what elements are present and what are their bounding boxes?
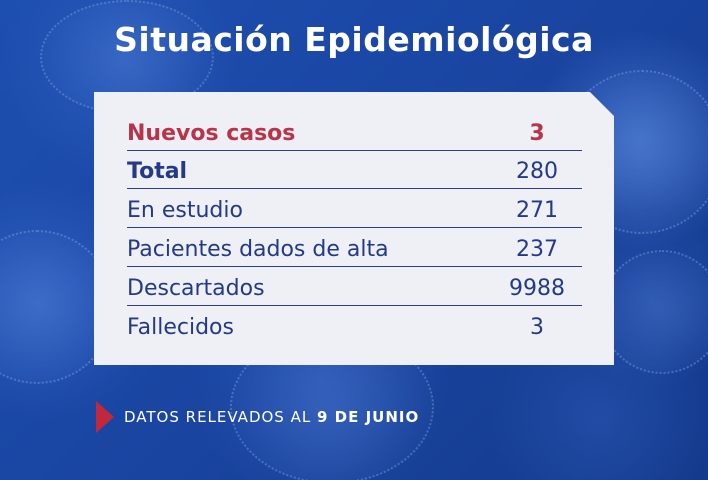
triangle-arrow-right-icon bbox=[96, 401, 114, 433]
row-fallecidos: Fallecidos 3 bbox=[127, 308, 582, 344]
stats-card: Nuevos casos 3 Total 280 En estudio 271 … bbox=[94, 92, 614, 365]
row-label: Nuevos casos bbox=[127, 121, 296, 146]
row-en-estudio: En estudio 271 bbox=[127, 191, 582, 228]
row-nuevos-casos: Nuevos casos 3 bbox=[127, 114, 582, 151]
row-label: Total bbox=[127, 159, 188, 184]
row-value: 3 bbox=[530, 315, 544, 340]
row-value: 280 bbox=[516, 159, 558, 184]
footer-note: DATOS RELEVADOS AL 9 DE JUNIO bbox=[96, 401, 419, 433]
row-value: 237 bbox=[516, 237, 558, 262]
footer-text: DATOS RELEVADOS AL 9 DE JUNIO bbox=[124, 408, 419, 426]
row-label: Descartados bbox=[127, 276, 265, 301]
row-dados-de-alta: Pacientes dados de alta 237 bbox=[127, 230, 582, 267]
footer-date: 9 DE JUNIO bbox=[316, 408, 420, 426]
footer-prefix: DATOS RELEVADOS AL bbox=[124, 408, 317, 426]
row-value: 3 bbox=[529, 121, 545, 146]
row-label: Pacientes dados de alta bbox=[127, 237, 389, 262]
row-total: Total 280 bbox=[127, 152, 582, 189]
virus-decoration bbox=[600, 250, 708, 374]
row-label: Fallecidos bbox=[127, 315, 234, 340]
row-label: En estudio bbox=[127, 198, 243, 223]
row-descartados: Descartados 9988 bbox=[127, 269, 582, 306]
page-title: Situación Epidemiológica bbox=[114, 20, 594, 59]
row-value: 9988 bbox=[509, 276, 565, 301]
row-value: 271 bbox=[516, 198, 558, 223]
